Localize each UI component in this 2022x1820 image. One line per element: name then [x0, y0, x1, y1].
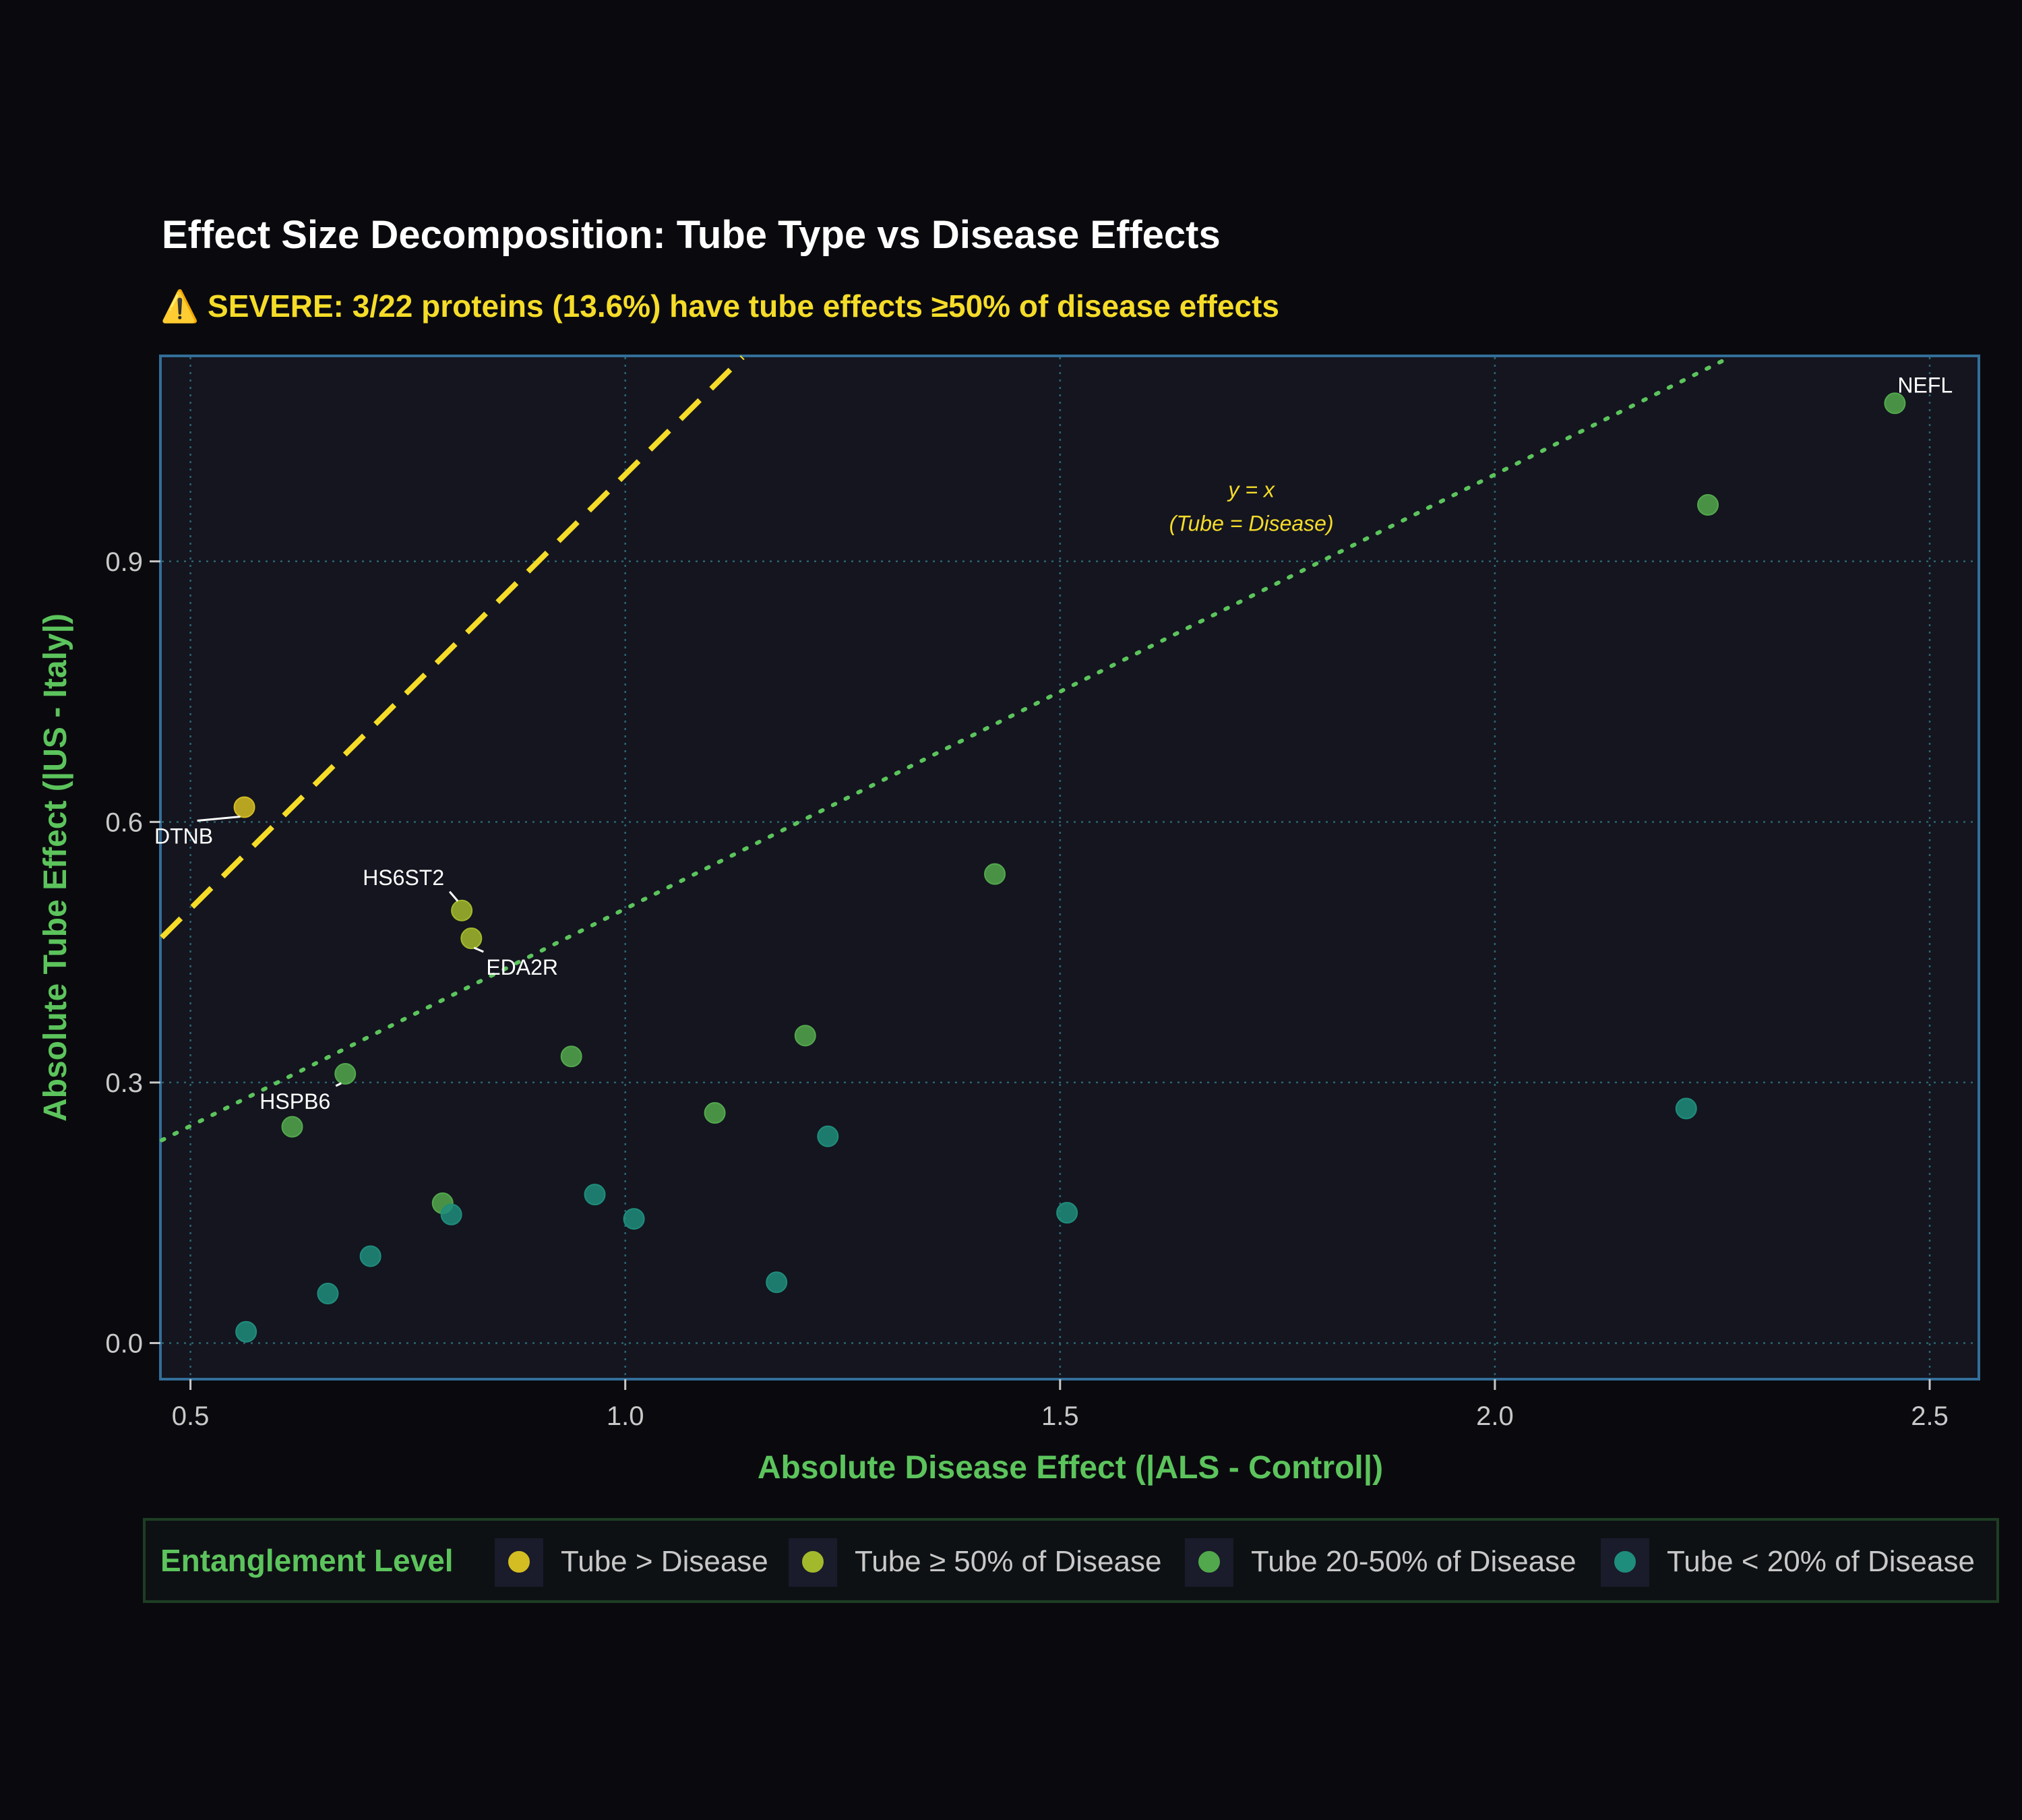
data-point: [440, 1203, 462, 1225]
legend-label: Tube > Disease: [561, 1545, 768, 1578]
data-point: [766, 1271, 788, 1294]
data-point: [1697, 494, 1719, 516]
y-tick-label: 0.9: [105, 547, 143, 577]
annotation-line-2: (Tube = Disease): [1169, 511, 1334, 535]
label-leader-line: [473, 946, 484, 953]
y-tick-label: 0.3: [105, 1068, 143, 1098]
chart-subtitle: ⚠️ SEVERE: 3/22 proteins (13.6%) have tu…: [160, 289, 1279, 324]
point-label: HSPB6: [259, 1089, 330, 1114]
grid-lines: [162, 357, 1978, 1378]
y-tick-label: 0.0: [105, 1329, 143, 1358]
data-point: [560, 1045, 582, 1068]
annotation-line-1: y = x: [1227, 477, 1275, 502]
chart-title: Effect Size Decomposition: Tube Type vs …: [162, 213, 1221, 257]
data-point: [1675, 1097, 1697, 1120]
data-point: [794, 1025, 816, 1047]
legend-label: Tube ≥ 50% of Disease: [855, 1545, 1161, 1578]
legend-swatch: [802, 1551, 824, 1573]
data-point: [623, 1208, 645, 1230]
legend: Entanglement Level Tube > Disease Tube ≥ …: [143, 1518, 1999, 1603]
data-point: [235, 1321, 257, 1343]
label-leader-line: [197, 815, 241, 822]
point-label: EDA2R: [486, 955, 558, 979]
data-points: [233, 392, 1906, 1343]
legend-swatch: [1198, 1551, 1220, 1573]
legend-title: Entanglement Level: [160, 1543, 454, 1578]
x-tick-label: 1.5: [1041, 1401, 1079, 1431]
x-tick-label: 2.5: [1911, 1401, 1949, 1431]
data-point: [359, 1245, 381, 1267]
x-axis-label: Absolute Disease Effect (|ALS - Control|…: [758, 1450, 1383, 1486]
data-point: [984, 863, 1006, 885]
data-point: [233, 796, 255, 818]
data-point: [281, 1116, 303, 1138]
legend-swatch: [1614, 1551, 1636, 1573]
legend-label: Tube < 20% of Disease: [1667, 1545, 1975, 1578]
legend-box: [143, 1518, 1999, 1603]
data-point: [1056, 1202, 1078, 1224]
reference-lines: [160, 355, 1732, 1143]
data-point: [584, 1184, 606, 1206]
legend-entries: Tube > Disease Tube ≥ 50% of Disease Tube …: [495, 1538, 1975, 1587]
y-axis-label: Absolute Tube Effect (|US - Italy|): [38, 613, 73, 1122]
label-leader-line: [335, 1082, 342, 1087]
point-label: HS6ST2: [363, 866, 444, 890]
y-tick-label: 0.6: [105, 808, 143, 837]
legend-swatch: [508, 1551, 530, 1573]
legend-label: Tube 20-50% of Disease: [1251, 1545, 1576, 1578]
identity-line: [160, 355, 745, 940]
reference-annotation: y = x (Tube = Disease): [1169, 477, 1334, 535]
data-point: [817, 1125, 839, 1147]
axis-ticks: 0.5 1.0 1.5 2.0 2.5 0.0 0.3 0.6 0.9: [105, 547, 1948, 1431]
data-point: [334, 1063, 357, 1085]
x-tick-label: 2.0: [1476, 1401, 1514, 1431]
label-leader-line: [448, 890, 459, 902]
data-point: [704, 1102, 726, 1124]
point-labels: DTNB HS6ST2 EDA2R HSPB6 NEFL: [154, 373, 1953, 1114]
data-point: [451, 899, 473, 921]
data-point: [1884, 392, 1906, 415]
data-point: [460, 928, 483, 950]
half-ratio-line: [160, 355, 1732, 1143]
x-tick-label: 1.0: [607, 1401, 644, 1431]
point-label: DTNB: [154, 824, 213, 848]
point-label: NEFL: [1897, 373, 1953, 397]
x-tick-label: 0.5: [172, 1401, 210, 1431]
data-point: [317, 1283, 339, 1305]
